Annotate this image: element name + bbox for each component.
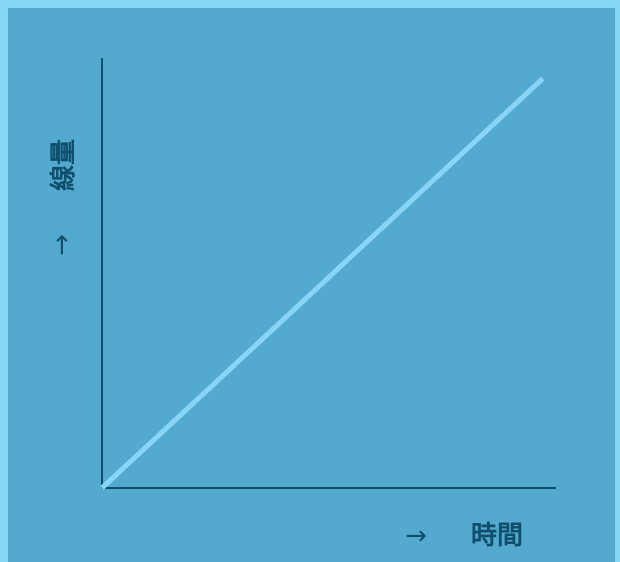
x-axis-arrow: →	[405, 521, 427, 551]
x-axis-label: 時間	[471, 521, 523, 551]
series-line-1	[100, 76, 545, 490]
series-layer	[100, 76, 545, 490]
chart-panel	[8, 8, 615, 562]
y-axis-label: 線量	[48, 139, 79, 191]
y-axis-arrow: →	[47, 234, 77, 256]
